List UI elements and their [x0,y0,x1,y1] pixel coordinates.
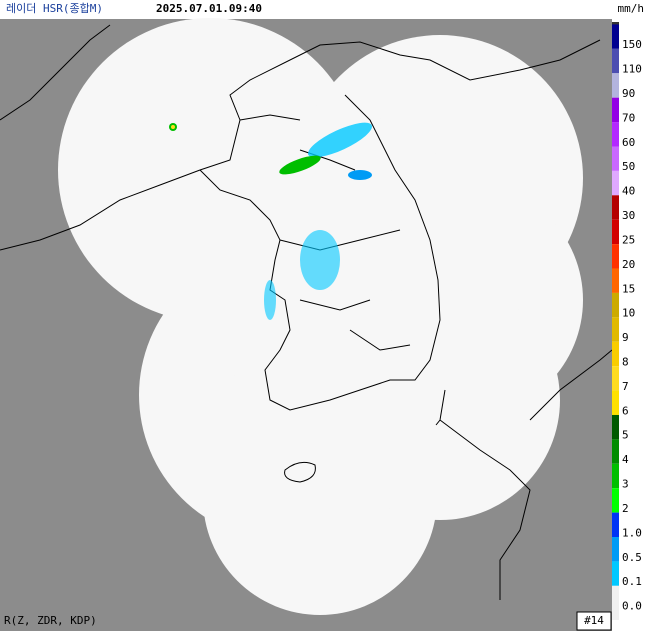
legend-label: 50 [622,160,635,173]
frame-number: #14 [584,614,604,627]
legend-band [612,414,619,440]
legend-label: 150 [622,38,642,51]
legend-band [612,561,619,586]
rain-echo [169,122,373,320]
radar-coverage [58,18,583,615]
legend-band [612,97,619,123]
legend-base-band [612,605,619,620]
legend-label: 70 [622,111,635,124]
legend-label: 90 [622,87,635,100]
legend-label: 30 [622,209,635,222]
legend-band [612,219,619,245]
legend-label: 3 [622,478,629,491]
legend-band [612,122,619,147]
legend-band [612,48,619,74]
legend-label: 6 [622,404,629,417]
legend-band [612,512,619,538]
legend-band [612,439,619,464]
legend-band [612,463,619,489]
frame-box [576,611,612,631]
legend-label: 60 [622,136,635,149]
legend-label: 8 [622,355,629,368]
legend-band [612,24,619,49]
legend-label: 9 [622,331,629,344]
legend-label: 10 [622,307,635,320]
legend-band [612,341,619,367]
unit: mm/h [618,2,645,15]
legend-band [612,170,619,196]
legend-label: 110 [622,63,642,76]
legend-band [612,146,619,171]
legend-band [612,390,619,415]
legend-label: 15 [622,282,635,295]
legend-label: 20 [622,258,635,271]
legend-label: 25 [622,233,635,246]
legend-label: 0.5 [622,551,642,564]
legend-label: 2 [622,502,629,515]
legend-band [612,317,619,342]
legend-label: 5 [622,429,629,442]
legend-band [612,195,619,220]
legend-label: 0.0 [622,600,642,613]
legend-label: 0.1 [622,575,642,588]
legend-band [612,268,619,293]
legend-band [612,585,619,611]
legend-band [612,366,619,391]
timestamp: 2025.07.01.09:40 [156,2,262,15]
legend-label: 1.0 [622,526,642,539]
legend-label: 40 [622,185,635,198]
legend-label: 4 [622,453,629,466]
method: R(Z, ZDR, KDP) [4,614,97,627]
legend-label: 7 [622,380,629,393]
legend-band [612,537,619,562]
legend-band [612,73,619,98]
legend-band [612,244,619,269]
title: 레이더 HSR(종합M) [6,2,103,15]
legend-band [612,488,619,513]
legend-band [612,292,619,318]
coastline [0,24,613,600]
